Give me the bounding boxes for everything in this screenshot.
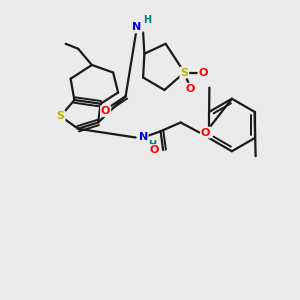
Text: S: S — [180, 68, 188, 77]
Text: N: N — [132, 22, 142, 32]
Text: O: O — [186, 84, 195, 94]
Text: H: H — [148, 140, 156, 150]
Text: O: O — [201, 128, 210, 137]
Text: O: O — [101, 106, 110, 116]
Text: H: H — [143, 15, 151, 25]
Text: N: N — [139, 133, 148, 142]
Text: S: S — [57, 111, 64, 121]
Text: O: O — [150, 145, 159, 155]
Text: O: O — [198, 68, 208, 77]
